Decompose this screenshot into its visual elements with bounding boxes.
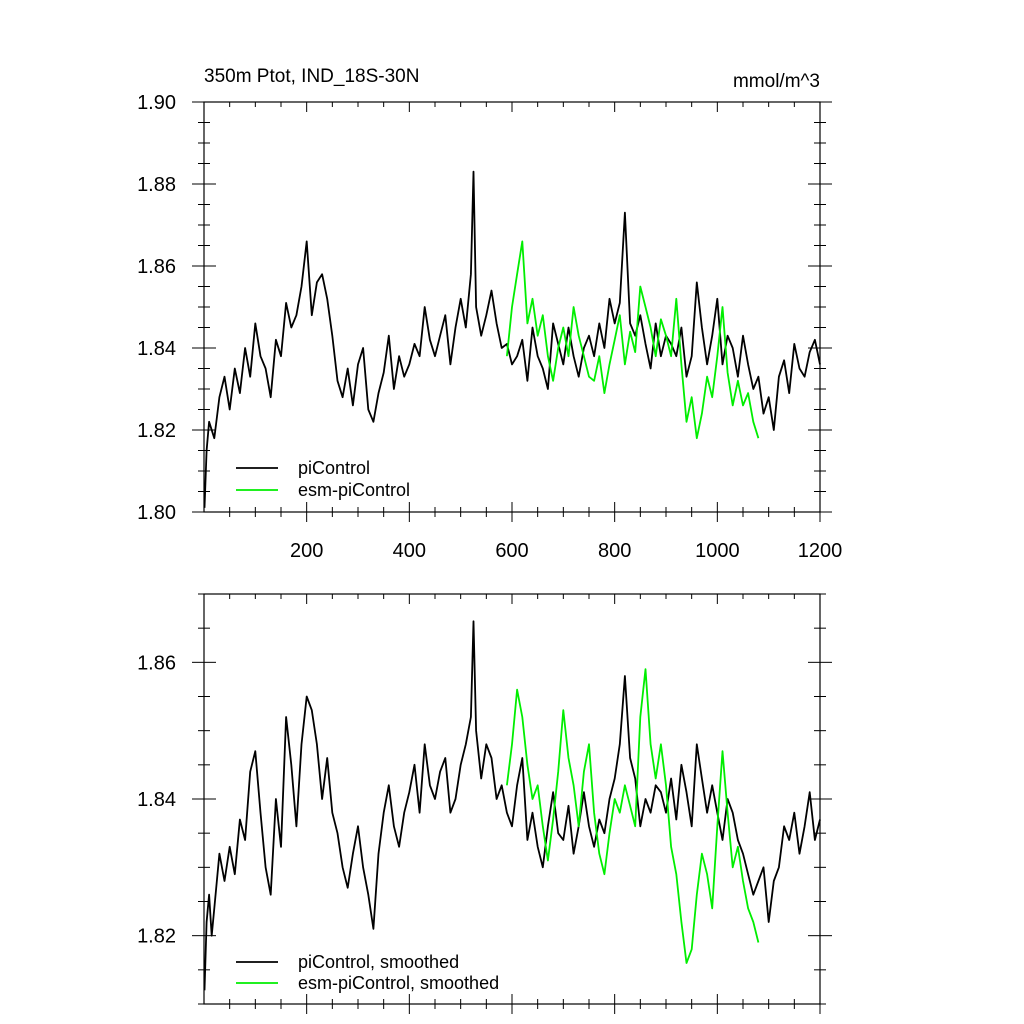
top-x-tick-label: 800 (598, 540, 631, 562)
top-y-tick-label: 1.86 (137, 256, 176, 278)
top-legend-label: esm-piControl (298, 480, 410, 500)
top-series-line-esm-picontrol (506, 240, 760, 440)
bottom-y-tick-label: 1.84 (137, 789, 176, 811)
top-y-tick-label: 1.80 (137, 502, 176, 524)
top-x-tick-label: 400 (393, 540, 426, 562)
top-y-tick-label: 1.88 (137, 174, 176, 196)
top-y-tick-label: 1.82 (137, 420, 176, 442)
bottom-legend-label: esm-piControl, smoothed (298, 973, 499, 993)
bottom-y-tick-label: 1.86 (137, 652, 176, 674)
top-panel: 350m Ptot, IND_18S-30N mmol/m^3 200 400 60… (137, 66, 842, 562)
top-y-tick-label: 1.84 (137, 338, 176, 360)
top-y-tick-label: 1.90 (137, 92, 176, 114)
top-chart-title: 350m Ptot, IND_18S-30N (204, 66, 419, 87)
top-x-tick-label: 600 (495, 540, 528, 562)
bottom-panel: 1.82 1.84 1.86 piControl, smoothedesm-piCon… (137, 593, 832, 1014)
bottom-series-line-esm-picontrol-smoothed (506, 668, 760, 964)
top-x-tick-label: 200 (290, 540, 323, 562)
top-x-tick-label: 1200 (798, 540, 843, 562)
top-x-tick-label: 1000 (695, 540, 740, 562)
top-legend-label: piControl (298, 458, 370, 478)
bottom-legend-label: piControl, smoothed (298, 952, 459, 972)
bottom-series-line-picontrol-smoothed (203, 620, 821, 991)
top-series-line-picontrol (203, 170, 821, 508)
top-chart-units: mmol/m^3 (733, 71, 820, 92)
bottom-y-tick-label: 1.82 (137, 926, 176, 948)
